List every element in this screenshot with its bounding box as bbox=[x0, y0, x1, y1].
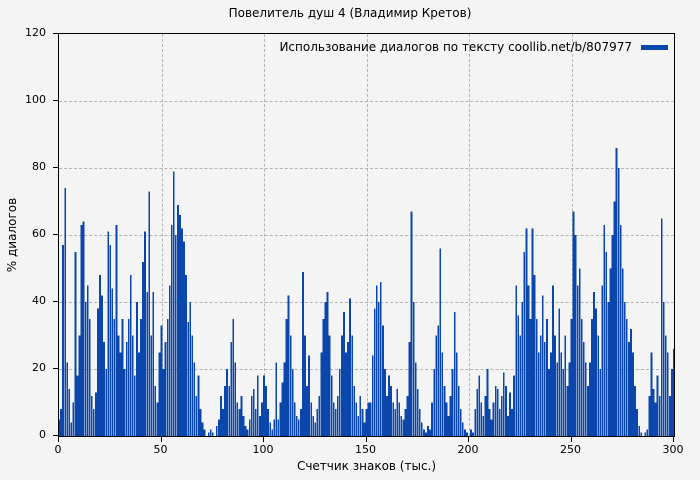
y-tick-label: 100 bbox=[25, 93, 46, 106]
y-tick-mark bbox=[53, 33, 58, 34]
y-tick-mark bbox=[53, 368, 58, 369]
x-tick-mark bbox=[673, 437, 674, 442]
bar-series bbox=[59, 147, 674, 436]
y-tick-mark bbox=[53, 301, 58, 302]
x-tick-label: 0 bbox=[54, 443, 62, 456]
y-tick-label: 80 bbox=[32, 160, 46, 173]
v-gridline bbox=[264, 34, 265, 436]
y-tick-mark bbox=[53, 234, 58, 235]
y-tick-label: 120 bbox=[25, 26, 46, 39]
x-tick-label: 250 bbox=[560, 443, 581, 456]
v-gridline bbox=[571, 34, 573, 436]
y-tick-label: 60 bbox=[32, 227, 46, 240]
legend-swatch bbox=[641, 44, 668, 50]
x-axis-label: Счетчик знаков (тыс.) bbox=[296, 459, 437, 473]
x-tick-label: 100 bbox=[252, 443, 274, 456]
y-tick-label: 0 bbox=[39, 428, 46, 441]
x-tick-label: 300 bbox=[662, 443, 684, 456]
chart-title: Повелитель душ 4 (Владимир Кретов) bbox=[228, 6, 472, 20]
x-tick-mark bbox=[263, 437, 264, 442]
legend-label: Использование диалогов по тексту coollib… bbox=[279, 40, 632, 54]
x-tick-mark bbox=[365, 437, 367, 442]
legend: Использование диалогов по тексту coollib… bbox=[279, 40, 668, 54]
x-tick-label: 50 bbox=[153, 443, 168, 456]
x-tick-label: 150 bbox=[355, 443, 376, 456]
plot-area: Использование диалогов по тексту coollib… bbox=[58, 33, 675, 437]
v-gridline bbox=[161, 34, 163, 436]
x-tick-mark bbox=[570, 437, 572, 442]
y-tick-label: 40 bbox=[32, 294, 46, 307]
y-tick-mark bbox=[53, 167, 58, 168]
x-tick-mark bbox=[160, 437, 162, 442]
y-tick-label: 20 bbox=[32, 361, 46, 374]
x-tick-label: 200 bbox=[457, 443, 479, 456]
v-gridline bbox=[366, 34, 368, 436]
v-gridline bbox=[469, 34, 470, 436]
y-tick-mark bbox=[53, 100, 58, 101]
x-tick-mark bbox=[468, 437, 469, 442]
x-tick-mark bbox=[58, 437, 59, 442]
y-tick-mark bbox=[53, 435, 58, 436]
